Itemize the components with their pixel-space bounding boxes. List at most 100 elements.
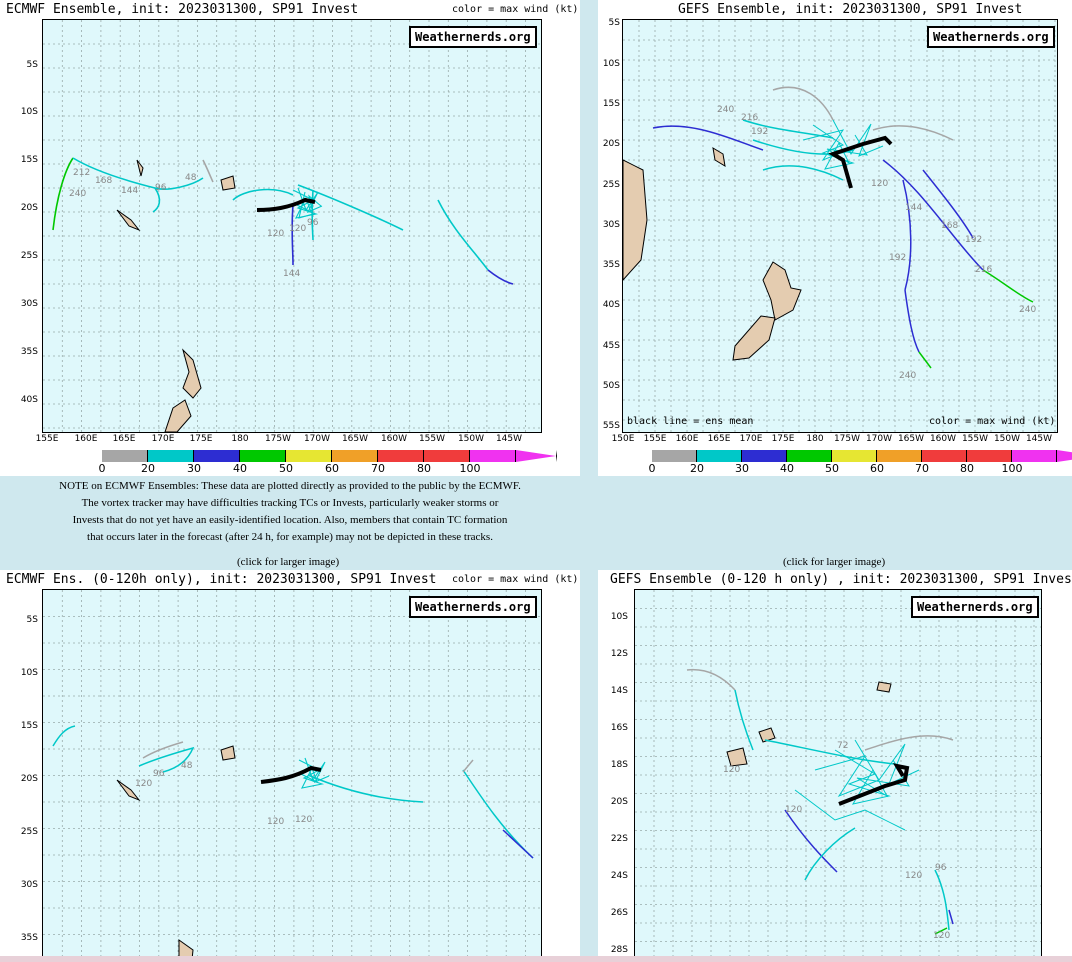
colorbar-max-arrow [1057,450,1072,462]
colorbar-segment [742,450,787,462]
gefs-120h-panel[interactable]: GEFS Ensemble (0-120 h only) , init: 202… [598,570,1072,956]
track-map: 72 120 120 120 96 120 Weathernerds.org [634,589,1042,956]
click-larger-link-left[interactable]: (click for larger image) [237,556,340,568]
colorbar-label: 80 [960,462,974,475]
forecast-hour-labels: 240 216 192 168 144 120 192 216 240 240 … [717,105,1036,381]
panel-title: ECMWF Ens. (0-120h only), init: 20230313… [6,572,437,587]
page-bottom-strip [0,956,1072,962]
ensemble-spaghetti [794,739,920,831]
colorbar-label: 0 [648,462,656,475]
landmasses [116,159,236,432]
colorbar-label: 40 [233,462,247,475]
track-map: 120 96 48 120 120 Weathernerds.org [42,589,542,956]
svg-text:120: 120 [933,931,950,941]
svg-text:240: 240 [899,371,916,381]
landmasses [623,147,802,361]
track-map: 212 168 144 96 48 120 96 144 240 120 Wea… [42,19,542,433]
track-map-svg: 72 120 120 120 96 120 [635,590,1041,956]
colorbar-segment [922,450,967,462]
svg-text:120: 120 [267,817,284,827]
colorbar-label: 100 [1001,462,1023,475]
ecmwf-120h-panel[interactable]: ECMWF Ens. (0-120h only), init: 20230313… [0,570,580,956]
wind-colorbar [62,450,557,462]
svg-text:120: 120 [289,224,306,234]
colorbar-label: 40 [780,462,794,475]
svg-text:216: 216 [741,113,758,123]
svg-text:96: 96 [155,183,167,193]
svg-text:192: 192 [751,127,768,137]
svg-text:192: 192 [965,235,982,245]
wind-colorbar [612,450,1072,462]
svg-text:120: 120 [135,779,152,789]
svg-text:240: 240 [717,105,734,115]
ecmwf-note: NOTE on ECMWF Ensembles: These data are … [59,480,521,543]
colorbar-segment [240,450,286,462]
svg-text:240: 240 [1019,305,1036,315]
ens-mean-caption: black line = ens mean [627,416,754,427]
ecmwf-ensemble-panel[interactable]: ECMWF Ensemble, init: 2023031300, SP91 I… [0,0,580,476]
svg-text:96: 96 [935,863,947,873]
forecast-hour-labels: 212 168 144 96 48 120 96 144 240 120 [69,168,319,279]
grid-lines [43,20,541,432]
color-legend-caption: color = max wind (kt) [929,416,1056,427]
colorbar-segment [102,450,148,462]
grid-lines [623,20,1057,432]
svg-text:120: 120 [267,229,284,239]
colorbar-label: 70 [915,462,929,475]
ensemble-tracks [686,668,954,935]
ensemble-tracks [52,157,514,285]
colorbar-label: 80 [417,462,431,475]
ensemble-mean-track [260,765,322,784]
grid-lines [635,590,1041,956]
svg-text:168: 168 [941,221,958,231]
svg-text:48: 48 [181,761,193,771]
colorbar-segment [286,450,332,462]
gefs-ensemble-panel[interactable]: GEFS Ensemble, init: 2023031300, SP91 In… [598,0,1072,476]
colorbar-segment [697,450,742,462]
colorbar-label: 60 [325,462,339,475]
svg-text:192: 192 [889,253,906,263]
svg-text:96: 96 [153,769,165,779]
colorbar-label: 50 [279,462,293,475]
track-map-svg: 120 96 48 120 120 [43,590,541,956]
color-legend-caption: color = max wind (kt) [452,4,579,15]
track-map: 240 216 192 168 144 120 192 216 240 240 … [622,19,1058,433]
ensemble-spaghetti [298,757,330,789]
colorbar-segment [470,450,516,462]
ensemble-tracks [52,725,534,859]
colorbar-segment [148,450,194,462]
panel-title: ECMWF Ensemble, init: 2023031300, SP91 I… [6,2,359,17]
svg-text:96: 96 [307,218,319,228]
forecast-hour-labels: 120 96 48 120 120 [135,761,312,827]
weathernerds-logo: Weathernerds.org [409,26,537,48]
colorbar-max-arrow [516,450,557,462]
svg-text:216: 216 [975,265,992,275]
svg-text:48: 48 [185,173,197,183]
colorbar-min-arrow [62,450,102,462]
colorbar-segment [1012,450,1057,462]
track-map-svg: 240 216 192 168 144 120 192 216 240 240 … [623,20,1057,432]
colorbar-segment [967,450,1012,462]
svg-text:120: 120 [871,179,888,189]
colorbar-label: 100 [459,462,481,475]
colorbar-label: 70 [371,462,385,475]
grid-lines [43,590,541,956]
colorbar-segment [424,450,470,462]
click-larger-link-right[interactable]: (click for larger image) [783,556,886,568]
colorbar-label: 20 [141,462,155,475]
colorbar-label: 30 [187,462,201,475]
forecast-hour-labels: 72 120 120 120 96 120 [723,741,950,941]
ensemble-mean-track [838,763,910,806]
weathernerds-logo: Weathernerds.org [409,596,537,618]
landmasses [116,745,236,956]
svg-text:144: 144 [905,203,922,213]
colorbar-segment [832,450,877,462]
colorbar-label: 60 [870,462,884,475]
svg-text:120: 120 [905,871,922,881]
colorbar-label: 20 [690,462,704,475]
ensemble-tracks [652,86,1034,369]
svg-text:72: 72 [837,741,848,751]
panel-title: GEFS Ensemble, init: 2023031300, SP91 In… [678,2,1023,17]
svg-text:240: 240 [69,189,86,199]
colorbar-label: 30 [735,462,749,475]
